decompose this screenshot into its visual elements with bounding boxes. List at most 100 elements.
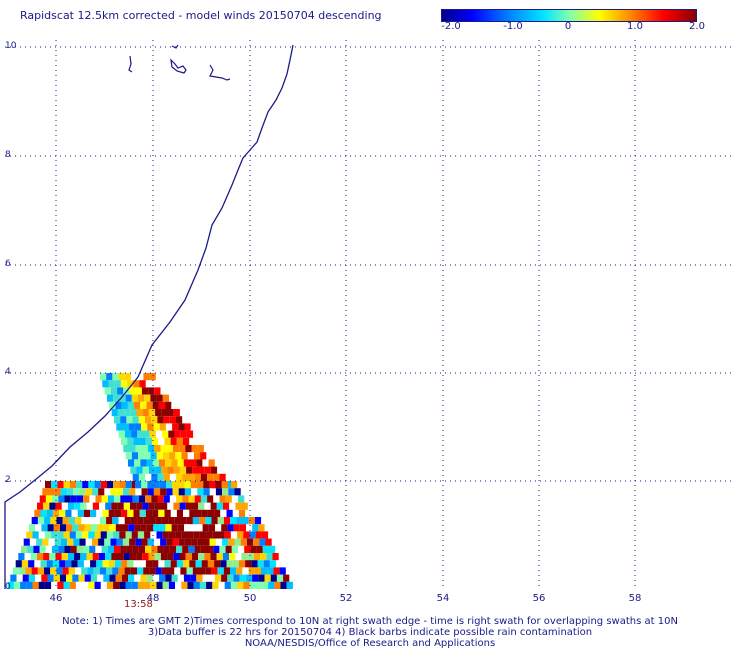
wind-cell bbox=[96, 560, 103, 568]
wind-cell bbox=[148, 553, 155, 561]
wind-cell bbox=[194, 545, 201, 553]
wind-cell bbox=[44, 567, 51, 575]
wind-cell bbox=[151, 495, 158, 503]
wind-cell bbox=[111, 502, 118, 510]
wind-cell bbox=[256, 545, 263, 553]
wind-cell bbox=[27, 545, 34, 553]
wind-cell bbox=[88, 581, 95, 589]
wind-cell bbox=[157, 473, 164, 481]
wind-cell bbox=[80, 553, 87, 561]
wind-cell bbox=[58, 495, 65, 503]
wind-cell bbox=[233, 524, 240, 532]
footnote-line-1: Note: 1) Times are GMT 2)Times correspon… bbox=[62, 616, 678, 627]
wind-cell bbox=[172, 481, 179, 489]
wind-cell bbox=[148, 409, 156, 417]
wind-cell bbox=[72, 524, 79, 532]
wind-cell bbox=[258, 524, 265, 532]
wind-cell bbox=[209, 481, 216, 489]
wind-cell bbox=[131, 481, 138, 489]
wind-cell bbox=[123, 502, 130, 510]
wind-cell bbox=[141, 488, 148, 496]
wind-cell bbox=[7, 581, 14, 589]
wind-cell bbox=[121, 509, 128, 517]
wind-cell bbox=[117, 387, 124, 395]
wind-cell bbox=[44, 531, 52, 539]
wind-cell bbox=[167, 553, 174, 561]
wind-cell bbox=[261, 567, 268, 575]
wind-cell bbox=[63, 581, 70, 589]
wind-cell bbox=[189, 509, 196, 517]
wind-cell bbox=[219, 495, 226, 503]
wind-cell bbox=[83, 509, 91, 517]
wind-cell bbox=[48, 488, 55, 496]
wind-cell bbox=[270, 574, 277, 582]
wind-cell bbox=[236, 567, 243, 575]
wind-cell bbox=[119, 581, 126, 589]
wind-cell bbox=[29, 538, 37, 546]
wind-cell bbox=[144, 452, 151, 460]
wind-cell bbox=[237, 581, 244, 589]
wind-cell bbox=[26, 531, 33, 539]
wind-cell bbox=[149, 373, 156, 381]
wind-cell bbox=[113, 531, 120, 539]
wind-cell bbox=[147, 423, 154, 431]
wind-cell bbox=[73, 538, 80, 546]
wind-cell bbox=[223, 517, 231, 525]
wind-cell bbox=[233, 574, 240, 582]
wind-cell bbox=[138, 473, 146, 481]
wind-cell bbox=[103, 524, 110, 532]
wind-cell bbox=[108, 509, 115, 517]
wind-cell bbox=[161, 502, 168, 510]
wind-cell bbox=[85, 538, 92, 546]
wind-cell bbox=[187, 581, 194, 589]
wind-cell bbox=[150, 452, 157, 460]
wind-cell bbox=[142, 409, 149, 417]
wind-cell bbox=[137, 567, 144, 575]
wind-cell bbox=[126, 545, 133, 553]
wind-cell bbox=[192, 466, 199, 474]
wind-cell bbox=[173, 466, 180, 474]
wind-cell bbox=[269, 560, 277, 568]
wind-cell bbox=[69, 581, 76, 589]
wind-cell bbox=[122, 524, 129, 532]
wind-cell bbox=[107, 394, 114, 402]
wind-cell bbox=[147, 481, 154, 489]
wind-cell bbox=[200, 452, 207, 460]
wind-cell bbox=[96, 509, 103, 517]
wind-cell bbox=[84, 524, 91, 532]
wind-cell bbox=[249, 531, 256, 539]
wind-cell bbox=[84, 574, 91, 582]
wind-cell bbox=[47, 574, 54, 582]
wind-cell bbox=[122, 538, 130, 546]
wind-cell bbox=[114, 380, 121, 388]
wind-cell bbox=[159, 574, 166, 582]
wind-cell bbox=[231, 495, 239, 503]
wind-cell bbox=[191, 445, 198, 453]
wind-cell bbox=[206, 531, 213, 539]
wind-cell bbox=[206, 581, 213, 589]
wind-cell bbox=[202, 524, 209, 532]
wind-cell bbox=[123, 445, 130, 453]
wind-cell bbox=[127, 437, 134, 445]
wind-cell bbox=[208, 574, 215, 582]
wind-cell bbox=[101, 495, 108, 503]
wind-cell bbox=[130, 567, 137, 575]
wind-cell bbox=[134, 459, 141, 467]
wind-cell bbox=[161, 567, 168, 575]
wind-cell bbox=[67, 488, 74, 496]
wind-cell bbox=[264, 574, 271, 582]
wind-cell bbox=[260, 553, 267, 561]
wind-cell bbox=[25, 567, 32, 575]
wind-cell bbox=[117, 502, 124, 510]
wind-cell bbox=[135, 481, 142, 489]
wind-cell bbox=[214, 560, 221, 568]
wind-cell bbox=[247, 553, 254, 561]
wind-cell bbox=[132, 545, 139, 553]
wind-cell bbox=[54, 538, 61, 546]
wind-cell bbox=[155, 567, 162, 575]
wind-cell bbox=[199, 581, 207, 589]
wind-cell bbox=[200, 495, 208, 503]
colorbar-label-zero: 0 bbox=[564, 21, 572, 32]
wind-cell bbox=[184, 488, 192, 496]
wind-cell bbox=[104, 538, 111, 546]
